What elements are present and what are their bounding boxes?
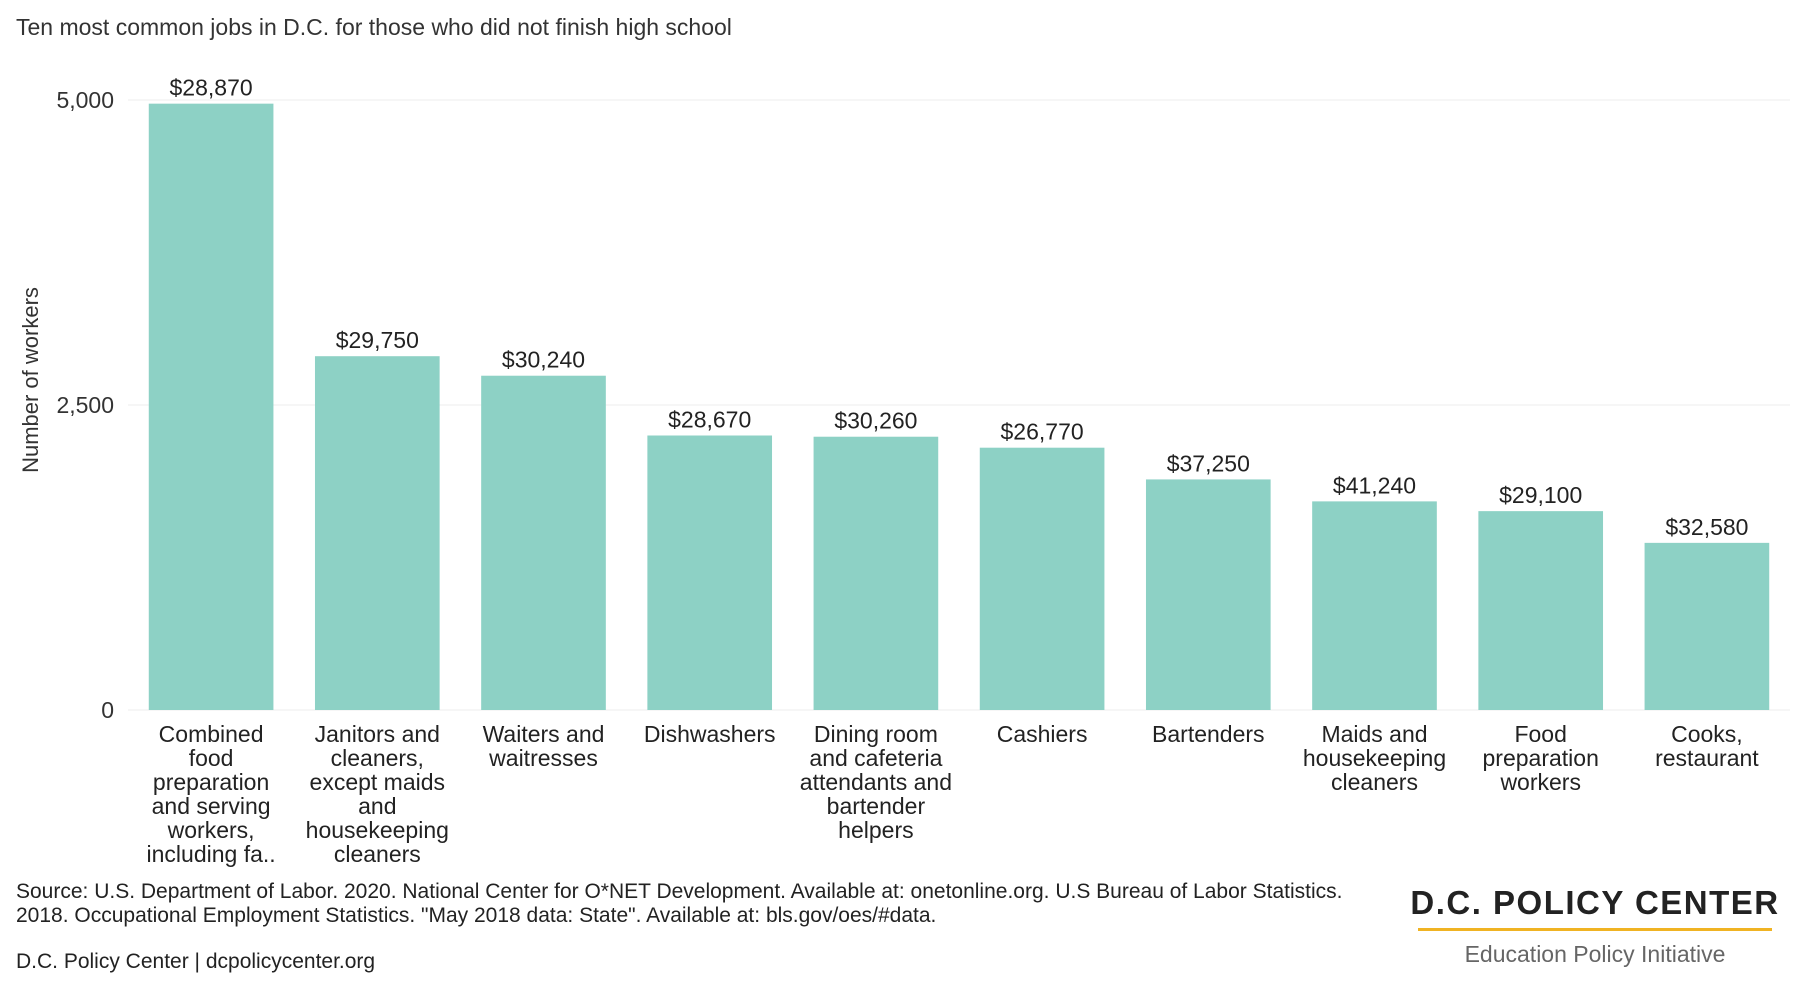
bar-value-label: $30,260 — [834, 408, 917, 434]
bar[interactable] — [647, 435, 773, 711]
category-label: Cooks, restaurant — [1655, 721, 1759, 771]
y-axis-label: Number of workers — [18, 287, 43, 473]
chart-title: Ten most common jobs in D.C. for those w… — [16, 14, 732, 40]
source-note: Source: U.S. Department of Labor. 2020. … — [16, 880, 1343, 927]
category-label: Maids and housekeeping cleaners — [1303, 721, 1446, 795]
bar[interactable] — [979, 447, 1105, 710]
bar[interactable] — [148, 103, 274, 710]
bar-value-label: $28,670 — [668, 407, 751, 433]
category-label: Dining room and cafeteria attendants and ba… — [800, 721, 952, 843]
bar[interactable] — [1145, 479, 1271, 710]
bar[interactable] — [1478, 511, 1604, 710]
bar-chart: 0 2,500 5,000 $28,870 $29,750 $30,240 $28,670… — [18, 75, 1790, 867]
brand-underline — [1418, 928, 1772, 931]
bars — [148, 103, 1770, 711]
category-label: Janitors and cleaners, except maids and hous… — [306, 721, 449, 867]
category-label: Food preparation workers — [1483, 721, 1599, 795]
bar-value-label: $29,750 — [336, 327, 419, 353]
category-label: Cashiers — [997, 721, 1088, 747]
bar[interactable] — [314, 356, 440, 710]
bar-value-label: $37,250 — [1167, 450, 1250, 476]
bar-value-label: $29,100 — [1499, 482, 1582, 508]
y-tick-label: 5,000 — [56, 87, 114, 113]
brand-logo: D.C. POLICY CENTER Education Policy Init… — [1410, 884, 1780, 968]
category-label: Combined food preparation and serving worker… — [147, 721, 276, 867]
bar[interactable] — [481, 375, 606, 710]
data-labels: $28,870 $29,750 $30,240 $28,670 $30,260 $26,7… — [170, 75, 1749, 540]
bar-value-label: $28,870 — [170, 75, 253, 101]
bar[interactable] — [813, 436, 939, 710]
credit-line: D.C. Policy Center | dcpolicycenter.org — [16, 950, 376, 973]
y-axis: 0 2,500 5,000 — [56, 87, 114, 723]
y-tick-label: 0 — [101, 697, 114, 723]
category-label: Dishwashers — [644, 721, 776, 747]
bar[interactable] — [1312, 501, 1437, 710]
x-axis-categories: Combined food preparation and serving worker… — [147, 721, 1760, 867]
category-label: Bartenders — [1152, 721, 1265, 747]
brand-subtitle: Education Policy Initiative — [1464, 941, 1726, 967]
bar-value-label: $30,240 — [502, 347, 585, 373]
bar-value-label: $32,580 — [1665, 514, 1748, 540]
brand-name: D.C. POLICY CENTER — [1410, 884, 1780, 921]
bar-value-label: $41,240 — [1333, 472, 1416, 498]
y-tick-label: 2,500 — [56, 392, 114, 418]
bar-value-label: $26,770 — [1001, 419, 1084, 445]
bar[interactable] — [1644, 542, 1770, 710]
category-label: Waiters and waitresses — [483, 721, 605, 771]
